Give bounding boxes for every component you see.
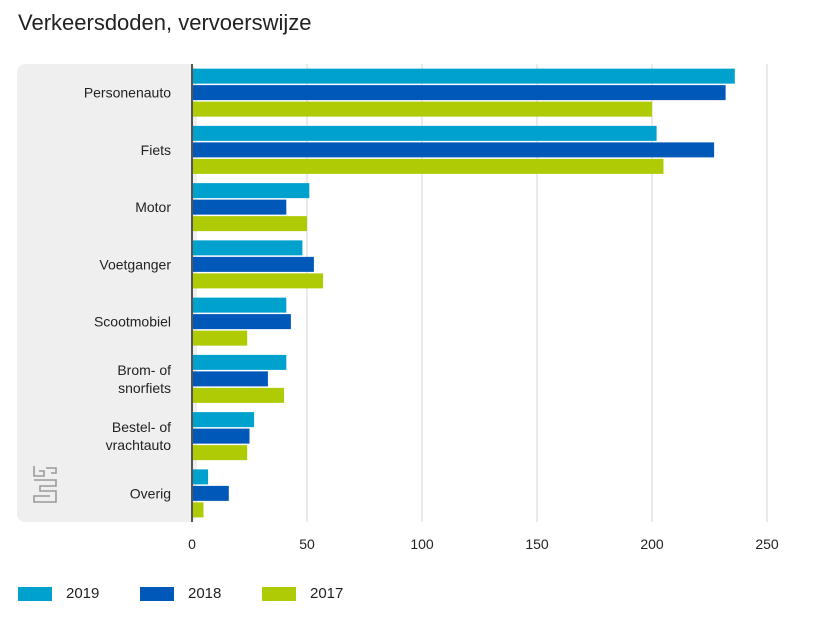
x-tick-label: 0 <box>188 536 196 552</box>
bar <box>192 256 314 272</box>
bar <box>192 142 715 158</box>
category-label-line: Brom- of <box>117 362 171 378</box>
bar <box>192 216 307 232</box>
legend-swatch <box>262 586 296 601</box>
x-tick-label: 100 <box>410 536 434 552</box>
bar <box>192 68 735 84</box>
legend-item[interactable]: 2017 <box>262 585 384 602</box>
bar <box>192 273 324 289</box>
category-label: Bestel- of vrachtauto <box>106 419 172 453</box>
bar <box>192 183 310 199</box>
category-label-line: Bestel- of <box>112 419 171 435</box>
category-label-line: Scootmobiel <box>94 314 171 330</box>
category-label: Fiets <box>141 142 171 158</box>
category-label: Personenauto <box>84 85 171 101</box>
legend-label: 2019 <box>66 585 100 602</box>
bar <box>192 428 250 444</box>
bar <box>192 445 248 461</box>
category-label-line: Overig <box>130 485 171 501</box>
chart-title: Verkeersdoden, vervoerswijze <box>18 10 312 35</box>
bar <box>192 158 664 174</box>
category-label-line: Voetganger <box>99 256 171 272</box>
legend-item[interactable]: 2019 <box>18 585 140 602</box>
bar <box>192 297 287 313</box>
bar <box>192 469 209 485</box>
bar <box>192 240 303 256</box>
bar <box>192 314 291 330</box>
bar <box>192 371 268 387</box>
x-tick-label: 250 <box>755 536 779 552</box>
bar <box>192 330 248 346</box>
legend-swatch <box>140 586 174 601</box>
chart: Personenauto Fiets Motor Voetganger Scootmob… <box>17 64 779 552</box>
category-label: Motor <box>135 199 171 215</box>
bars <box>192 68 735 518</box>
bar <box>192 485 229 501</box>
category-label: Voetganger <box>99 256 171 272</box>
legend-item[interactable]: 2018 <box>140 585 262 602</box>
x-tick-label: 150 <box>525 536 549 552</box>
legend: 2019 2018 2017 <box>18 585 384 602</box>
bar <box>192 199 287 215</box>
x-tick-label: 50 <box>299 536 315 552</box>
x-tick-label: 200 <box>640 536 664 552</box>
bar <box>192 354 287 370</box>
category-panel-background <box>17 64 197 522</box>
category-label: Brom- of snorfiets <box>117 362 171 396</box>
x-tick-labels: 0 50 100 150 200 250 <box>188 536 779 552</box>
bar <box>192 85 726 101</box>
category-label: Overig <box>130 485 171 501</box>
category-label-line: vrachtauto <box>106 437 172 453</box>
bar <box>192 387 284 403</box>
legend-label: 2017 <box>310 585 344 602</box>
bar <box>192 101 652 117</box>
bar <box>192 502 204 518</box>
category-label: Scootmobiel <box>94 314 171 330</box>
category-label-line: Motor <box>135 199 171 215</box>
bar <box>192 412 255 428</box>
legend-swatch <box>18 586 52 601</box>
category-label-line: snorfiets <box>118 380 171 396</box>
bar <box>192 125 657 141</box>
category-labels: Personenauto Fiets Motor Voetganger Scootmob… <box>84 85 172 502</box>
cbs-logo-icon <box>33 466 57 503</box>
category-label-line: Personenauto <box>84 85 171 101</box>
legend-label: 2018 <box>188 585 222 602</box>
category-label-line: Fiets <box>141 142 171 158</box>
